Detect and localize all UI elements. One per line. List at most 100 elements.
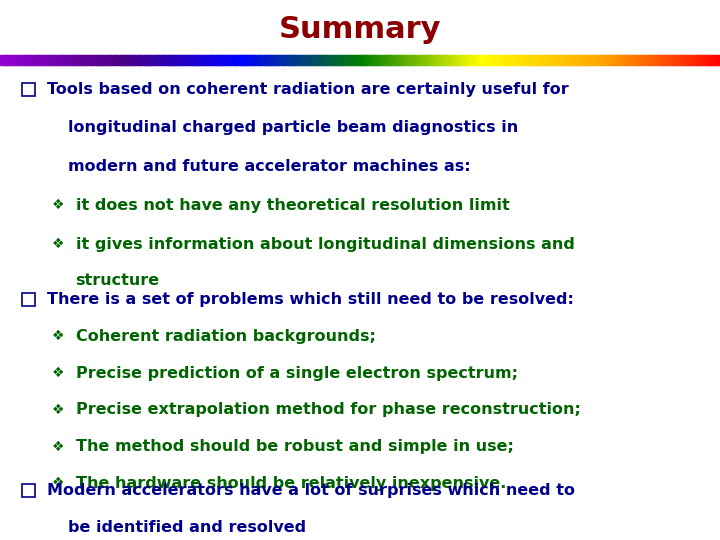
Bar	[158, 55, 161, 65]
Bar	[50, 55, 53, 65]
Bar	[511, 55, 514, 65]
Bar	[533, 55, 536, 65]
Bar	[418, 55, 420, 65]
Bar	[175, 55, 179, 65]
Bar	[617, 55, 620, 65]
Bar	[130, 55, 132, 65]
Text: Modern accelerators have a lot of surprises which need to: Modern accelerators have a lot of surpri…	[47, 483, 575, 498]
Bar	[607, 55, 611, 65]
Bar	[718, 55, 720, 65]
Bar	[641, 55, 644, 65]
Bar	[101, 55, 104, 65]
Bar	[91, 55, 94, 65]
Bar	[348, 55, 351, 65]
Bar	[648, 55, 651, 65]
Bar	[276, 55, 279, 65]
Bar	[197, 55, 200, 65]
Bar	[475, 55, 478, 65]
Bar	[331, 55, 334, 65]
Bar	[142, 55, 145, 65]
Bar	[355, 55, 359, 65]
Bar	[139, 55, 143, 65]
Bar	[492, 55, 495, 65]
Bar	[274, 55, 276, 65]
Bar	[254, 55, 258, 65]
Bar	[526, 55, 528, 65]
Bar	[63, 55, 66, 65]
Bar	[499, 55, 503, 65]
Bar	[413, 55, 416, 65]
Bar	[22, 55, 24, 65]
Bar	[711, 55, 714, 65]
Bar	[293, 55, 296, 65]
Bar	[171, 55, 174, 65]
Bar	[214, 55, 217, 65]
Bar	[444, 55, 447, 65]
Bar	[559, 55, 562, 65]
Text: modern and future accelerator machines as:: modern and future accelerator machines a…	[68, 159, 471, 174]
Text: be identified and resolved: be identified and resolved	[68, 519, 307, 535]
Bar	[401, 55, 404, 65]
Bar	[173, 55, 176, 65]
Bar	[545, 55, 548, 65]
Bar	[477, 55, 481, 65]
Bar	[523, 55, 526, 65]
Bar	[67, 55, 71, 65]
Bar	[650, 55, 654, 65]
Bar	[189, 55, 193, 65]
Bar	[346, 55, 348, 65]
Bar	[423, 55, 426, 65]
Bar	[497, 55, 500, 65]
Bar	[542, 55, 546, 65]
Bar	[31, 55, 35, 65]
Bar	[590, 55, 593, 65]
Bar	[655, 55, 658, 65]
Bar	[675, 55, 678, 65]
Bar	[703, 55, 706, 65]
Bar	[538, 55, 541, 65]
Text: There is a set of problems which still need to be resolved:: There is a set of problems which still n…	[47, 292, 574, 307]
Bar	[408, 55, 411, 65]
Bar	[235, 55, 238, 65]
Bar	[377, 55, 380, 65]
Bar	[374, 55, 377, 65]
Bar	[643, 55, 647, 65]
Bar	[708, 55, 711, 65]
Bar	[482, 55, 485, 65]
Bar	[713, 55, 716, 65]
Bar	[192, 55, 195, 65]
Bar	[621, 55, 625, 65]
Bar	[706, 55, 708, 65]
Bar	[74, 55, 78, 65]
Bar	[600, 55, 603, 65]
Bar	[333, 55, 337, 65]
Bar	[12, 55, 15, 65]
Bar	[470, 55, 474, 65]
Bar	[319, 55, 323, 65]
Bar	[125, 55, 128, 65]
Bar	[420, 55, 423, 65]
Bar	[521, 55, 524, 65]
Bar	[593, 55, 596, 65]
Bar	[631, 55, 634, 65]
Bar	[41, 55, 44, 65]
Text: ❖: ❖	[51, 440, 64, 454]
Bar	[161, 55, 164, 65]
Bar	[466, 55, 469, 65]
Bar	[715, 55, 719, 65]
Bar	[502, 55, 505, 65]
Bar	[610, 55, 613, 65]
Bar	[562, 55, 564, 65]
Bar	[283, 55, 287, 65]
Bar	[17, 55, 20, 65]
Bar	[286, 55, 289, 65]
Bar	[612, 55, 615, 65]
Bar	[487, 55, 490, 65]
Bar	[456, 55, 459, 65]
Bar	[58, 55, 60, 65]
Bar	[43, 55, 46, 65]
Bar	[614, 55, 618, 65]
Bar	[665, 55, 668, 65]
Bar	[343, 55, 346, 65]
Bar	[0, 55, 3, 65]
